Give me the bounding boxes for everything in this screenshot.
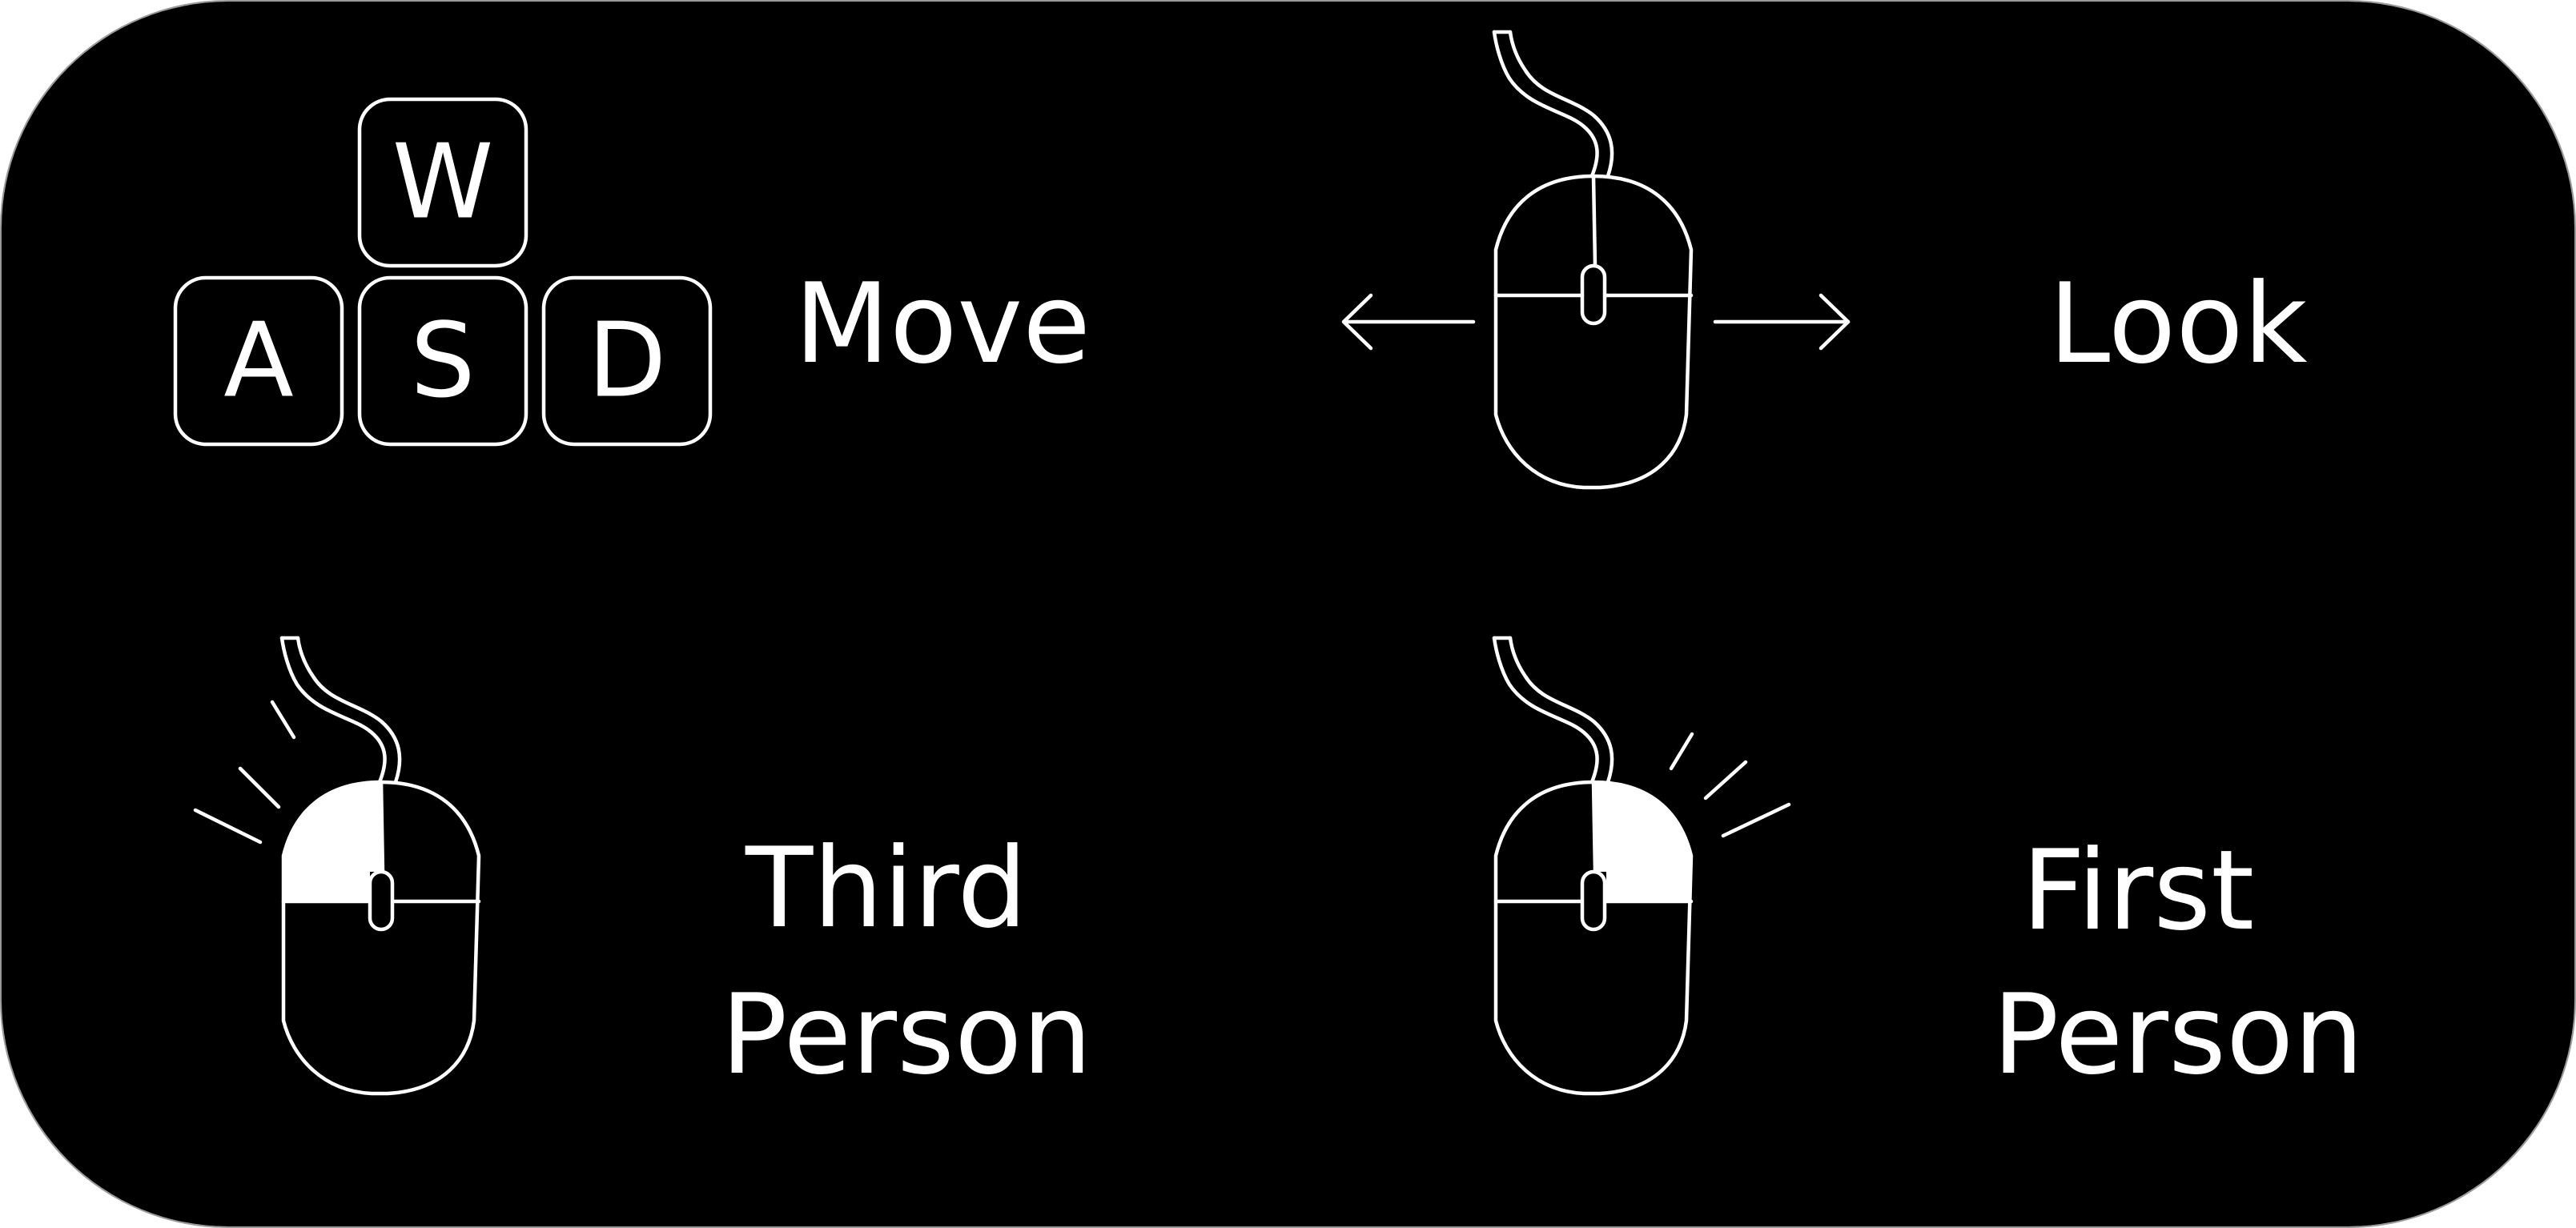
key-a-label: A: [223, 302, 294, 421]
first-person-label-line2: Person: [1992, 970, 2364, 1099]
look-label: Look: [2048, 259, 2307, 388]
third-person-label-line2: Person: [721, 970, 1092, 1099]
key-s-label: S: [410, 302, 475, 421]
third-person-label-line1: Third: [745, 824, 1027, 953]
move-label: Move: [794, 259, 1091, 388]
first-person-label-line1: First: [2022, 826, 2254, 955]
key-d-label: D: [588, 302, 667, 421]
key-w-label: W: [392, 123, 494, 243]
